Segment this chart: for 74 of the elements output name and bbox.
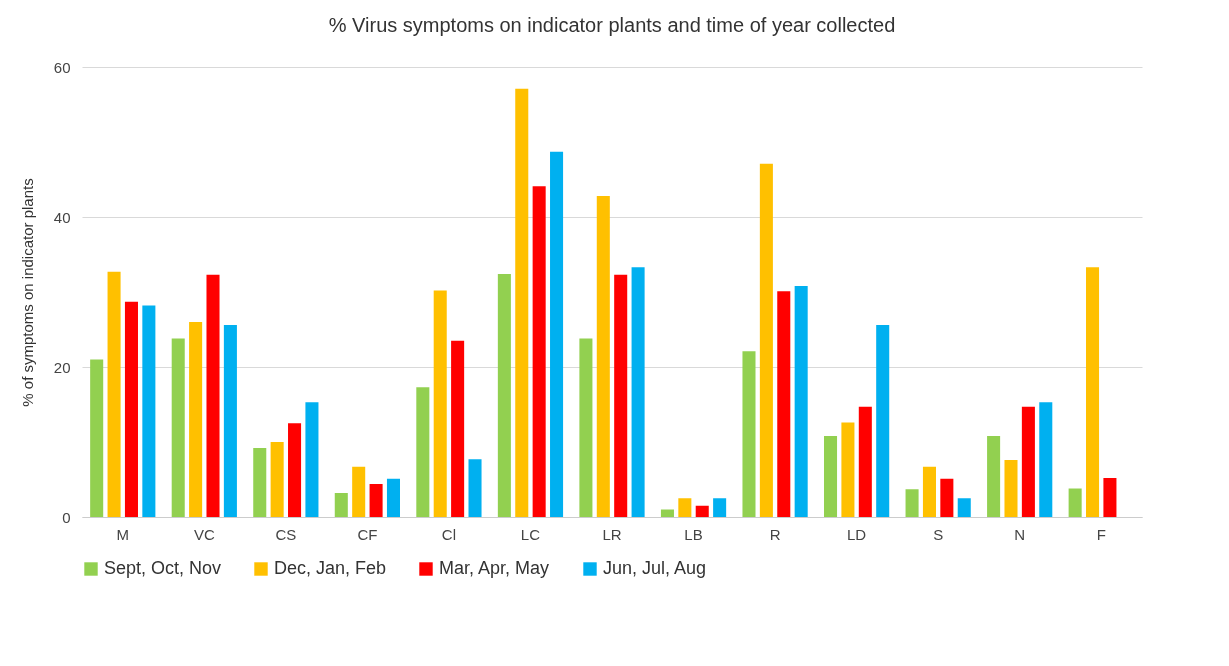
bar (253, 448, 267, 517)
bar (433, 290, 447, 517)
bar (142, 305, 156, 517)
bar (1039, 402, 1053, 517)
bar (223, 325, 237, 517)
x-tick-label: VC (193, 525, 215, 543)
y-axis-title: % of symptoms on indicator plants (18, 178, 36, 407)
bar (270, 442, 284, 517)
legend-label: Sept, Oct, Nov (104, 558, 222, 578)
bar (905, 489, 919, 517)
bar (386, 478, 400, 517)
legend-label: Dec, Jan, Feb (274, 558, 387, 578)
bar (532, 186, 546, 517)
bar (922, 466, 936, 517)
bar (824, 436, 838, 517)
bar (858, 406, 872, 517)
bar (876, 325, 890, 517)
bar (777, 291, 791, 517)
bar (940, 478, 954, 517)
bar (497, 274, 511, 517)
bar (596, 196, 610, 517)
bar (631, 267, 645, 517)
bar (288, 423, 302, 517)
x-tick-label: LD (847, 525, 867, 543)
bar (416, 387, 430, 517)
bar (90, 359, 104, 517)
bar (515, 88, 529, 517)
bar (660, 509, 674, 517)
x-tick-label: R (769, 525, 781, 543)
legend-label: Jun, Jul, Aug (603, 558, 707, 578)
bar (1004, 460, 1018, 517)
bar (742, 351, 756, 517)
x-tick-label: LB (684, 525, 703, 543)
bar (369, 484, 383, 517)
x-tick-label: LR (602, 525, 622, 543)
bar (334, 493, 348, 517)
bar (678, 498, 692, 517)
bar (713, 498, 727, 517)
bar (1086, 267, 1100, 517)
bar (206, 274, 220, 517)
bar (1103, 478, 1117, 517)
bar (1068, 488, 1082, 517)
x-tick-label: F (1096, 525, 1106, 543)
bar (189, 322, 203, 517)
bar (451, 340, 465, 517)
bar (579, 338, 593, 517)
chart-title: % Virus symptoms on indicator plants and time of year collected (328, 14, 896, 36)
y-tick-label: 60 (53, 58, 71, 76)
x-tick-label: CS (275, 525, 297, 543)
x-tick-label: S (933, 525, 944, 543)
x-tick-label: M (116, 525, 130, 543)
x-tick-label: Cl (441, 525, 457, 543)
y-tick-label: 0 (62, 508, 71, 526)
bar (987, 436, 1001, 517)
bar (841, 422, 855, 517)
bar (1021, 406, 1035, 517)
bar (107, 271, 121, 517)
y-tick-label: 20 (53, 358, 71, 376)
bar (695, 505, 709, 517)
bar (759, 163, 773, 517)
bar (794, 286, 808, 517)
bar (957, 498, 971, 517)
y-tick-label: 40 (53, 208, 71, 226)
bar (171, 338, 185, 517)
bar (614, 274, 628, 517)
x-tick-label: LC (520, 525, 541, 543)
bar (124, 301, 138, 517)
x-tick-label: CF (357, 525, 378, 543)
x-tick-label: N (1014, 525, 1026, 543)
bar (352, 466, 366, 517)
legend-label: Mar, Apr, May (439, 558, 550, 578)
bar (305, 402, 319, 517)
bar (468, 459, 482, 517)
bar (550, 151, 564, 517)
